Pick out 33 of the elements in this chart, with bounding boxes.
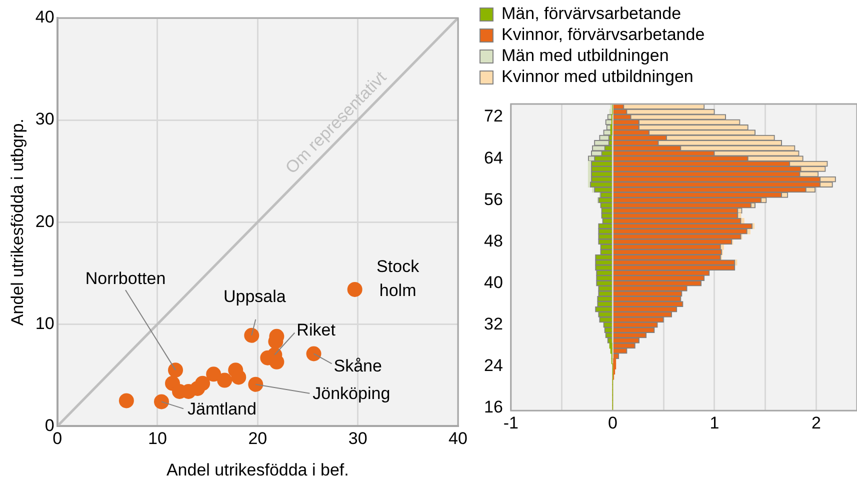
x-tick-label: 40 — [448, 429, 468, 448]
x-axis-title: Andel utrikesfödda i bef. — [166, 460, 349, 480]
y-tick-label: 64 — [484, 148, 503, 168]
annotation: Stock holm — [376, 257, 420, 300]
x-tick-label: -1 — [503, 413, 518, 432]
y-tick-label: 40 — [484, 272, 503, 292]
y-axis-title: Andel utrikesfödda i utbgrp. — [8, 118, 27, 326]
legend-label: Män, förvärvsarbetande — [502, 4, 682, 24]
annotation: Jämtland — [187, 399, 256, 418]
legend-label: Kvinnor, förvärvsarbetande — [502, 25, 705, 44]
x-tick-label: 20 — [248, 429, 268, 448]
x-tick-label: 0 — [608, 413, 618, 432]
annotation: Norrbotten — [85, 268, 166, 288]
annotation: Jönköping — [312, 384, 390, 404]
annotation: Riket — [296, 320, 336, 340]
x-tick-label: 30 — [348, 429, 368, 448]
x-tick-label: 1 — [710, 413, 720, 432]
annotation: Skåne — [334, 356, 382, 376]
y-tick-label: 72 — [484, 106, 503, 126]
y-tick-label: 40 — [35, 8, 54, 27]
y-tick-label: 30 — [35, 110, 54, 129]
y-tick-label: 20 — [35, 212, 54, 231]
annotation: Uppsala — [223, 287, 286, 306]
y-tick-label: 32 — [484, 314, 503, 334]
y-tick-label: 56 — [484, 190, 503, 209]
y-tick-label: 16 — [484, 398, 503, 417]
y-tick-label: 10 — [35, 314, 54, 333]
x-tick-label: 2 — [812, 413, 822, 432]
legend-label: Män med utbildningen — [502, 46, 669, 66]
y-tick-label: 24 — [484, 356, 503, 376]
legend-label: Kvinnor med utbildningen — [502, 67, 694, 86]
x-tick-label: 10 — [148, 429, 167, 448]
y-tick-label: 48 — [484, 231, 503, 250]
